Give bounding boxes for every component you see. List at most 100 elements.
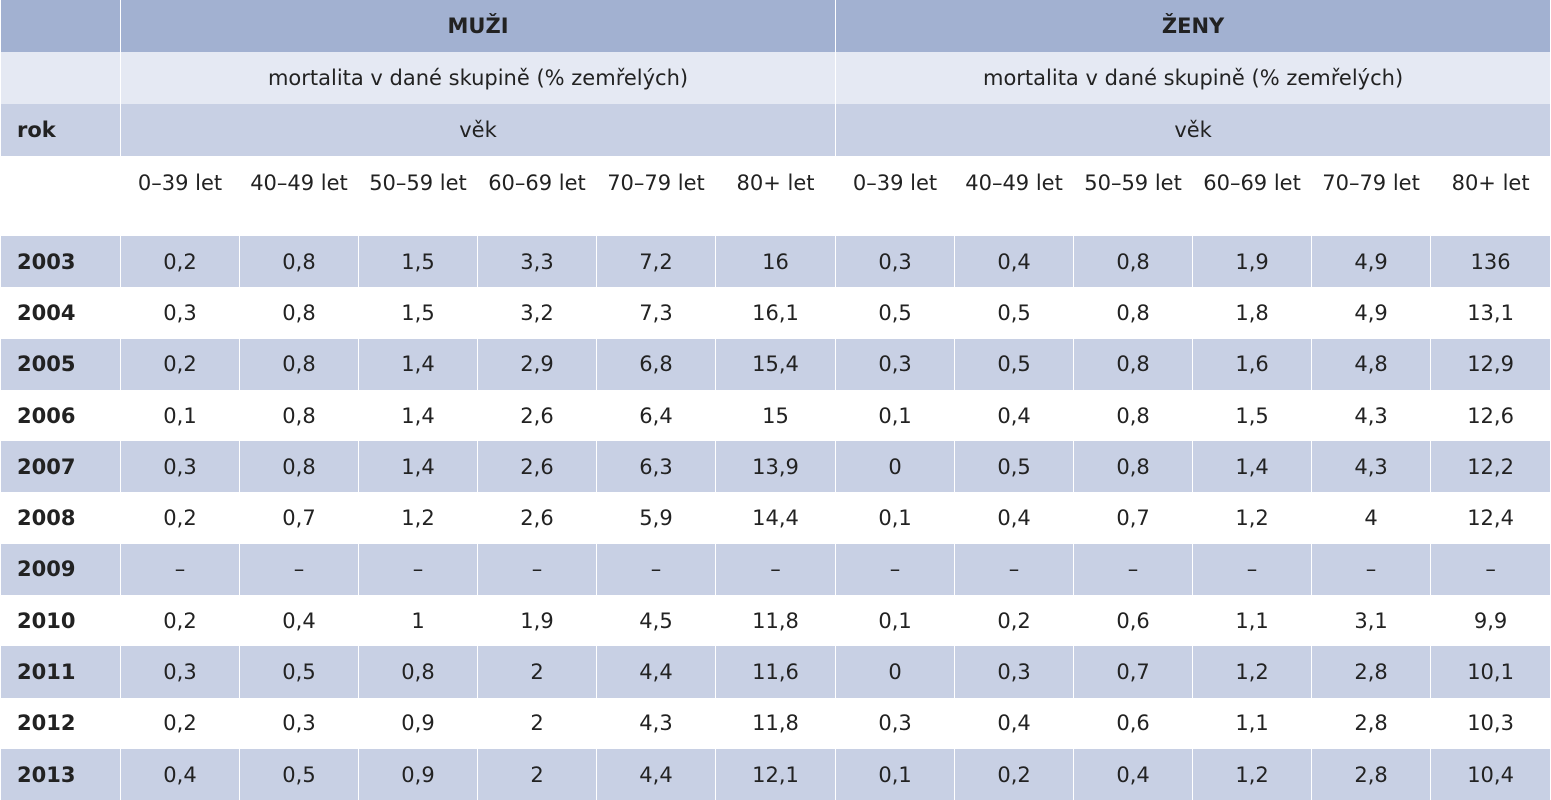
value-cell: 7,2 bbox=[596, 236, 716, 288]
value-cell: 16 bbox=[714, 236, 837, 288]
value-cell: 1,2 bbox=[1192, 646, 1313, 698]
empty-cell bbox=[0, 156, 121, 236]
table-row: 2011 0,3 0,5 0,8 2 4,4 11,6 0 0,3 0,7 1,2 2,8 10,1 bbox=[0, 646, 1551, 698]
value-cell: 1,4 bbox=[358, 338, 478, 390]
value-cell: 0,1 bbox=[835, 595, 956, 647]
value-cell: 0,1 bbox=[835, 748, 956, 800]
value-cell: 0,2 bbox=[120, 236, 240, 288]
value-cell: 0,4 bbox=[1073, 748, 1194, 800]
value-cell: 0,8 bbox=[1073, 441, 1194, 493]
value-cell: 11,8 bbox=[714, 595, 837, 647]
value-cell: 1,1 bbox=[1192, 595, 1313, 647]
age-group-header: 80+ let bbox=[714, 156, 837, 236]
value-cell: 0,8 bbox=[239, 441, 359, 493]
value-cell: 12,9 bbox=[1430, 338, 1551, 390]
value-cell: 0,8 bbox=[1073, 236, 1194, 288]
corner-cell bbox=[0, 0, 121, 52]
value-cell: 7,3 bbox=[596, 287, 716, 339]
value-cell: 1,5 bbox=[1192, 389, 1313, 442]
value-cell: 4,9 bbox=[1311, 236, 1432, 288]
value-cell: 1,4 bbox=[1192, 441, 1313, 493]
age-group-header: 40–49 let bbox=[239, 156, 359, 236]
value-cell: 4,9 bbox=[1311, 287, 1432, 339]
value-cell: 0,3 bbox=[835, 236, 956, 288]
year-cell: 2009 bbox=[0, 543, 121, 596]
value-cell: 1,9 bbox=[1192, 236, 1313, 288]
value-cell: – bbox=[120, 543, 240, 596]
value-cell: 0,8 bbox=[239, 338, 359, 390]
value-cell: 0,6 bbox=[1073, 697, 1194, 749]
table-row: 2009– – – – – – – – – – – – bbox=[0, 543, 1551, 596]
year-cell: 2006 bbox=[0, 389, 121, 442]
value-cell: 13,9 bbox=[714, 441, 837, 493]
value-cell: 0,2 bbox=[120, 697, 240, 749]
value-cell: 0,9 bbox=[358, 748, 478, 800]
subtitle-men: mortalita v dané skupině (% zemřelých) bbox=[119, 52, 837, 104]
value-cell: 5,9 bbox=[596, 492, 716, 544]
age-group-header: 50–59 let bbox=[1073, 156, 1194, 236]
value-cell: 10,3 bbox=[1430, 697, 1551, 749]
value-cell: 10,4 bbox=[1430, 748, 1551, 800]
value-cell: 0,8 bbox=[1073, 389, 1194, 442]
value-cell: 0,3 bbox=[120, 646, 240, 698]
value-cell: 0,3 bbox=[954, 646, 1075, 698]
value-cell: 1,2 bbox=[1192, 492, 1313, 544]
age-group-header: 0–39 let bbox=[120, 156, 240, 236]
value-cell: 0,8 bbox=[239, 389, 359, 442]
value-cell: 0 bbox=[835, 646, 956, 698]
value-cell: 2 bbox=[477, 748, 597, 800]
value-cell: 0,2 bbox=[954, 748, 1075, 800]
value-cell: 0,5 bbox=[835, 287, 956, 339]
value-cell: 0,5 bbox=[954, 338, 1075, 390]
value-cell: 1,4 bbox=[358, 389, 478, 442]
value-cell: 4,4 bbox=[596, 748, 716, 800]
value-cell: 0,3 bbox=[835, 697, 956, 749]
value-cell: 0,8 bbox=[1073, 287, 1194, 339]
subtitle-women: mortalita v dané skupině (% zemřelých) bbox=[835, 52, 1551, 104]
value-cell: 12,6 bbox=[1430, 389, 1551, 442]
value-cell: 15,4 bbox=[714, 338, 837, 390]
value-cell: 0,1 bbox=[835, 492, 956, 544]
value-cell: 2,6 bbox=[477, 441, 597, 493]
age-group-header: 0–39 let bbox=[835, 156, 956, 236]
value-cell: 0,8 bbox=[358, 646, 478, 698]
table-row: 2006 0,1 0,8 1,4 2,6 6,4 15 0,1 0,4 0,8 1,5 4,3 12,6 bbox=[0, 389, 1551, 442]
group-header-row: MUŽI ŽENY bbox=[0, 0, 1551, 52]
value-cell: 0,2 bbox=[120, 338, 240, 390]
age-group-header: 60–69 let bbox=[477, 156, 597, 236]
value-cell: 0,1 bbox=[120, 389, 240, 442]
value-cell: 6,4 bbox=[596, 389, 716, 442]
table-row: 2012 0,2 0,3 0,9 2 4,3 11,8 0,3 0,4 0,6 1,1 2,8 10,3 bbox=[0, 697, 1551, 749]
value-cell: 1,9 bbox=[477, 595, 597, 647]
age-groups-row: 0–39 let 40–49 let 50–59 let 60–69 let 70–79… bbox=[0, 156, 1551, 236]
value-cell: 0,3 bbox=[120, 441, 240, 493]
value-cell: 0,5 bbox=[239, 646, 359, 698]
value-cell: 1,5 bbox=[358, 287, 478, 339]
value-cell: 4,3 bbox=[1311, 441, 1432, 493]
value-cell: 1,2 bbox=[1192, 748, 1313, 800]
subtitle-row: mortalita v dané skupině (% zemřelých) m… bbox=[0, 52, 1551, 104]
value-cell: 4 bbox=[1311, 492, 1432, 544]
value-cell: 12,2 bbox=[1430, 441, 1551, 493]
value-cell: 0,8 bbox=[239, 287, 359, 339]
value-cell: 0,1 bbox=[835, 389, 956, 442]
value-cell: – bbox=[835, 543, 956, 596]
value-cell: 2,8 bbox=[1311, 697, 1432, 749]
value-cell: 11,6 bbox=[714, 646, 837, 698]
value-cell: 2 bbox=[477, 697, 597, 749]
value-cell: 0,7 bbox=[239, 492, 359, 544]
value-cell: – bbox=[954, 543, 1075, 596]
value-cell: 0,2 bbox=[120, 492, 240, 544]
value-cell: 4,3 bbox=[1311, 389, 1432, 442]
year-cell: 2008 bbox=[0, 492, 121, 544]
table-row: 2004 0,3 0,8 1,5 3,2 7,3 16,1 0,5 0,5 0,8 1,8 4,9 13… bbox=[0, 287, 1551, 339]
value-cell: 4,5 bbox=[596, 595, 716, 647]
year-cell: 2011 bbox=[0, 646, 121, 698]
value-cell: 6,8 bbox=[596, 338, 716, 390]
value-cell: 12,4 bbox=[1430, 492, 1551, 544]
value-cell: 10,1 bbox=[1430, 646, 1551, 698]
value-cell: 2,6 bbox=[477, 389, 597, 442]
value-cell: 0,4 bbox=[954, 697, 1075, 749]
value-cell: 3,3 bbox=[477, 236, 597, 288]
